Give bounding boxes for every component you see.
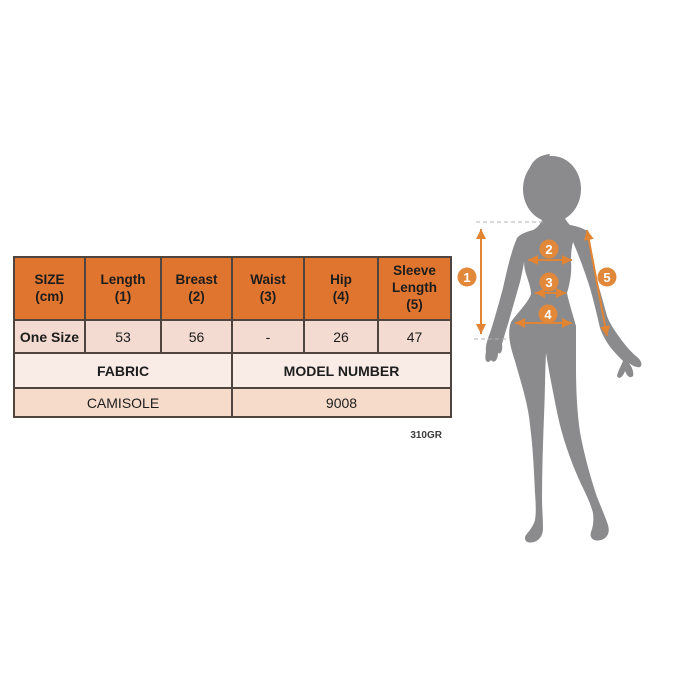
marker-4-number: 4: [544, 307, 552, 322]
table-info-value-row: CAMISOLE 9008: [13, 387, 452, 418]
fabric-label: FABRIC: [13, 352, 233, 389]
header-waist-line2: (3): [259, 288, 277, 304]
header-sleeve-length: Sleeve Length (5): [377, 256, 452, 321]
header-size: SIZE (cm): [13, 256, 86, 321]
measurement-figure: 1 2 3 4 5: [457, 154, 642, 543]
table-measurements-row: One Size 53 56 - 26 47: [13, 319, 452, 354]
marker-4-circle: [538, 304, 558, 324]
marker-2-circle: [539, 239, 559, 259]
cell-sleeve-length: 47: [377, 319, 452, 354]
cell-length: 53: [84, 319, 162, 354]
cell-waist: -: [231, 319, 305, 354]
header-sleeve-length-line1: Sleeve Length: [392, 263, 437, 296]
marker-5-circle: [597, 267, 617, 287]
marker-3: 3: [539, 272, 559, 292]
marker-3-circle: [539, 272, 559, 292]
marker-3-number: 3: [545, 275, 552, 290]
silhouette-head: [523, 156, 581, 222]
header-size-line1: SIZE: [34, 271, 65, 287]
header-length-line2: (1): [114, 288, 132, 304]
header-breast: Breast (2): [160, 256, 233, 321]
size-chart-table: SIZE (cm) Length (1) Breast (2) Waist (3…: [13, 256, 452, 418]
header-size-line2: (cm): [35, 288, 64, 304]
marker-5-number: 5: [603, 270, 610, 285]
cell-hip: 26: [303, 319, 379, 354]
silhouette-hair-wisp: [528, 154, 550, 174]
header-hip: Hip (4): [303, 256, 379, 321]
header-sleeve-length-line2: (5): [406, 296, 423, 312]
model-number-value: 9008: [231, 387, 452, 418]
cell-breast: 56: [160, 319, 233, 354]
header-length: Length (1): [84, 256, 162, 321]
silhouette-body: [485, 208, 642, 543]
cell-size: One Size: [13, 319, 86, 354]
marker-2: 2: [539, 239, 559, 259]
weight-note: 310GR: [410, 430, 442, 441]
fabric-value: CAMISOLE: [13, 387, 233, 418]
marker-1-circle: [457, 267, 477, 287]
table-header-row: SIZE (cm) Length (1) Breast (2) Waist (3…: [13, 256, 452, 321]
table-info-label-row: FABRIC MODEL NUMBER: [13, 352, 452, 389]
measure-arrow-sleeve-5: [583, 229, 611, 337]
header-hip-line1: Hip: [330, 271, 352, 287]
marker-2-number: 2: [545, 242, 552, 257]
header-breast-line1: Breast: [175, 271, 218, 287]
model-number-label: MODEL NUMBER: [231, 352, 452, 389]
marker-1-number: 1: [463, 270, 470, 285]
header-waist-line1: Waist: [250, 271, 286, 287]
header-hip-line2: (4): [332, 288, 350, 304]
header-length-line1: Length: [100, 271, 146, 287]
header-breast-line2: (2): [188, 288, 205, 304]
marker-4: 4: [538, 304, 558, 324]
header-waist: Waist (3): [231, 256, 305, 321]
marker-1: 1: [457, 267, 477, 287]
marker-5: 5: [597, 267, 617, 287]
